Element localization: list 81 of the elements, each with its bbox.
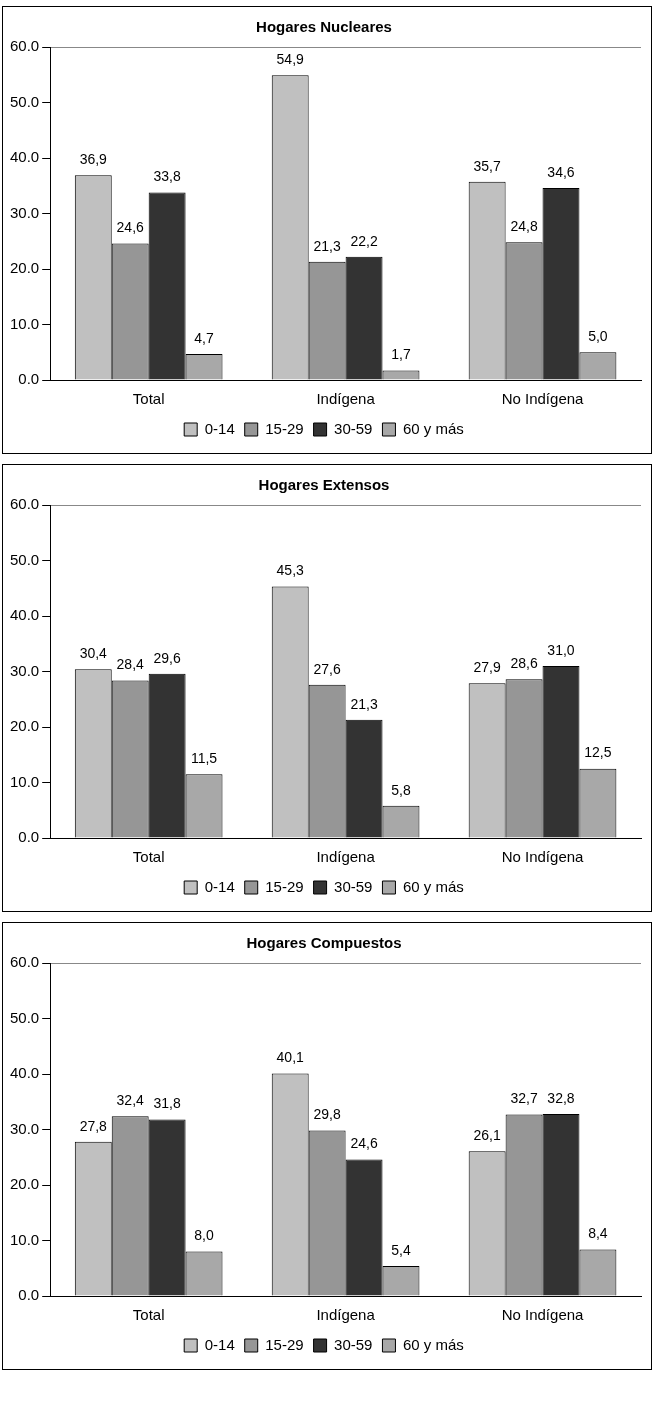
data-label: 8,4 xyxy=(588,1225,608,1242)
y-tick-label: 10.0 xyxy=(9,772,40,790)
legend-label: 60 y más xyxy=(402,877,464,895)
y-tick-label: 0.0 xyxy=(18,370,40,388)
chart-title: Hogares Extensos xyxy=(258,476,390,494)
legend-label: 15-29 xyxy=(265,877,304,895)
legend-label: 15-29 xyxy=(265,1335,304,1353)
data-label: 34,6 xyxy=(547,163,575,180)
y-tick-label: 20.0 xyxy=(9,259,40,277)
y-tick-label: 40.0 xyxy=(9,606,40,624)
data-label: 5,8 xyxy=(391,781,411,798)
data-label: 1,7 xyxy=(391,346,411,363)
data-label: 21,3 xyxy=(313,237,341,254)
legend-label: 60 y más xyxy=(402,419,464,437)
y-tick-label: 10.0 xyxy=(9,314,40,332)
legend-label: 0-14 xyxy=(204,877,235,895)
legend-label: 15-29 xyxy=(265,419,304,437)
data-label: 32,4 xyxy=(116,1092,145,1109)
y-tick-label: 60.0 xyxy=(9,495,40,513)
y-tick-label: 30.0 xyxy=(9,1119,40,1137)
x-tick-label: No Indígena xyxy=(501,848,585,866)
y-tick-label: 20.0 xyxy=(9,717,40,735)
y-tick-label: 30.0 xyxy=(9,661,40,679)
legend-label: 0-14 xyxy=(204,419,235,437)
x-tick-label: Total xyxy=(132,848,165,866)
legend-label: 30-59 xyxy=(334,1335,373,1353)
data-label: 31,8 xyxy=(153,1095,181,1112)
data-label: 5,4 xyxy=(391,1241,411,1258)
data-label: 26,1 xyxy=(473,1127,501,1143)
legend-label: 60 y más xyxy=(402,1335,464,1353)
y-tick-label: 50.0 xyxy=(9,550,40,568)
x-tick-label: Indígena xyxy=(316,1306,376,1324)
y-tick-label: 50.0 xyxy=(9,1008,40,1026)
legend-label: 30-59 xyxy=(334,419,373,437)
data-label: 27,8 xyxy=(79,1117,108,1134)
data-label: 33,8 xyxy=(153,168,181,185)
data-label: 32,7 xyxy=(510,1090,538,1107)
data-label: 24,6 xyxy=(350,1135,378,1152)
data-label: 28,6 xyxy=(510,655,538,672)
y-tick-label: 0.0 xyxy=(18,828,40,846)
data-label: 27,6 xyxy=(313,660,341,677)
x-tick-label: Total xyxy=(132,1306,165,1324)
x-tick-label: No Indígena xyxy=(501,1306,585,1324)
chart-title: Hogares Compuestos xyxy=(246,934,402,952)
legend-label: 0-14 xyxy=(204,1335,235,1353)
chart-title: Hogares Nucleares xyxy=(256,18,392,36)
x-tick-label: No Indígena xyxy=(501,390,585,408)
y-tick-label: 60.0 xyxy=(9,37,40,55)
data-label: 29,8 xyxy=(313,1106,341,1123)
data-label: 31,0 xyxy=(547,641,575,658)
data-label: 27,9 xyxy=(473,659,501,676)
data-label: 22,2 xyxy=(350,232,378,249)
data-label: 24,8 xyxy=(510,218,538,235)
data-label: 8,0 xyxy=(194,1227,214,1244)
data-label: 54,9 xyxy=(276,51,305,68)
data-label: 24,6 xyxy=(116,219,145,236)
y-tick-label: 60.0 xyxy=(9,953,40,971)
y-tick-label: 10.0 xyxy=(9,1230,40,1248)
data-label: 11,5 xyxy=(190,750,218,767)
y-tick-label: 30.0 xyxy=(9,203,40,221)
y-tick-label: 20.0 xyxy=(9,1175,40,1193)
data-label: 21,3 xyxy=(350,695,378,712)
y-tick-label: 40.0 xyxy=(9,148,40,166)
x-tick-label: Indígena xyxy=(316,390,376,408)
data-label: 4,7 xyxy=(194,329,214,346)
y-tick-label: 50.0 xyxy=(9,92,40,110)
y-tick-label: 0.0 xyxy=(18,1286,40,1304)
x-tick-label: Total xyxy=(132,390,165,408)
legend-label: 30-59 xyxy=(334,877,373,895)
data-label: 12,5 xyxy=(584,744,612,761)
data-label: 30,4 xyxy=(79,645,108,662)
data-label: 28,4 xyxy=(116,656,145,673)
data-label: 32,8 xyxy=(547,1089,575,1106)
y-tick-label: 40.0 xyxy=(9,1064,40,1082)
data-label: 45,3 xyxy=(276,562,305,579)
x-tick-label: Indígena xyxy=(316,848,376,866)
data-label: 29,6 xyxy=(153,649,181,666)
data-label: 5,0 xyxy=(588,328,608,345)
data-label: 36,9 xyxy=(79,151,108,168)
data-label: 35,7 xyxy=(473,157,501,174)
data-label: 40,1 xyxy=(276,1049,305,1066)
